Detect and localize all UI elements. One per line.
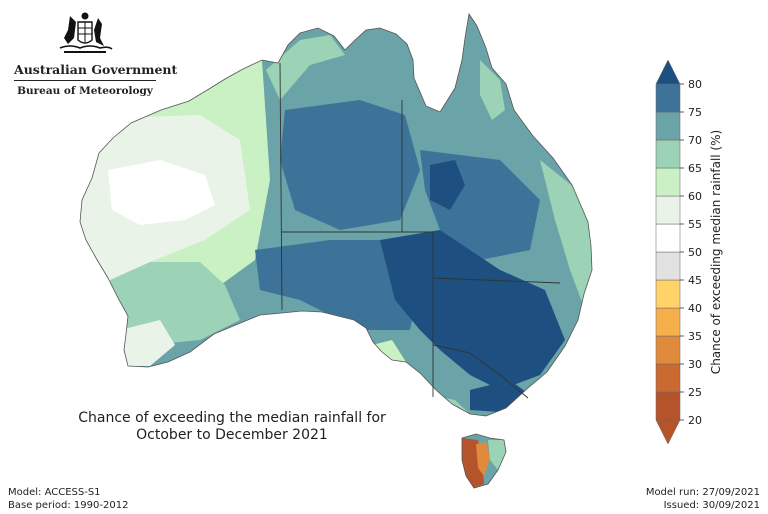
legend-upper-arrow — [655, 59, 681, 85]
agency-name: Bureau of Meteorology — [17, 85, 153, 97]
legend-tick-label: 35 — [688, 330, 702, 343]
legend-tick-label: 75 — [688, 106, 702, 119]
legend-bin — [655, 391, 681, 421]
legend-tick-label: 70 — [688, 134, 702, 147]
legend-tick-label: 40 — [688, 302, 702, 315]
legend-bin — [655, 111, 681, 141]
legend-bin — [655, 139, 681, 169]
bom-logo: Australian Government Bureau of Meteorol… — [14, 8, 177, 97]
legend-tick-label: 55 — [688, 218, 702, 231]
map-title-line-2: October to December 2021 — [136, 427, 328, 443]
legend-tick-label: 80 — [688, 78, 702, 91]
rainfall-legend: 20 25 30 35 40 45 50 55 60 65 70 75 80 Chance of exce… — [655, 59, 723, 445]
government-name: Australian Government — [14, 62, 177, 81]
legend-tick-label: 20 — [688, 414, 702, 427]
state-borders — [279, 62, 561, 399]
legend-title: Chance of exceeding median rainfall (%) — [709, 130, 723, 374]
mainland-coastline — [79, 12, 593, 417]
legend-bin — [655, 195, 681, 225]
legend-bin — [655, 83, 681, 113]
base-period-label: Base period: 1990-2012 — [8, 500, 129, 511]
model-run-label: Model run: 27/09/2021 — [645, 487, 760, 498]
legend-tick-label: 65 — [688, 162, 702, 175]
legend-tick-label: 60 — [688, 190, 702, 203]
coat-of-arms-icon — [59, 12, 113, 53]
legend-lower-arrow — [655, 419, 681, 445]
legend-bin — [655, 167, 681, 197]
wa-border — [279, 62, 283, 311]
map-title: Chance of exceeding the median rainfall … — [42, 410, 422, 444]
issued-label: Issued: 30/09/2021 — [663, 500, 760, 511]
legend-bin — [655, 251, 681, 281]
nsw-vic-border — [432, 344, 529, 399]
map-title-line-1: Chance of exceeding the median rainfall … — [78, 410, 386, 426]
legend-bin — [655, 363, 681, 393]
qld-nsw-border — [432, 277, 561, 284]
legend-tick-label: 45 — [688, 274, 702, 287]
legend-tick-label: 25 — [688, 386, 702, 399]
legend-tick-label: 30 — [688, 358, 702, 371]
legend-bin — [655, 307, 681, 337]
model-info: Model: ACCESS-S1 Base period: 1990-2012 — [8, 486, 128, 512]
issue-info: Model run: 27/09/2021 Issued: 30/09/2021 — [646, 486, 760, 512]
legend-bin — [655, 335, 681, 365]
legend-bin — [655, 279, 681, 309]
legend-bin — [655, 223, 681, 253]
legend-tick-label: 50 — [688, 246, 702, 259]
tasmania-coastline — [461, 433, 507, 489]
model-label: Model: ACCESS-S1 — [8, 487, 101, 498]
